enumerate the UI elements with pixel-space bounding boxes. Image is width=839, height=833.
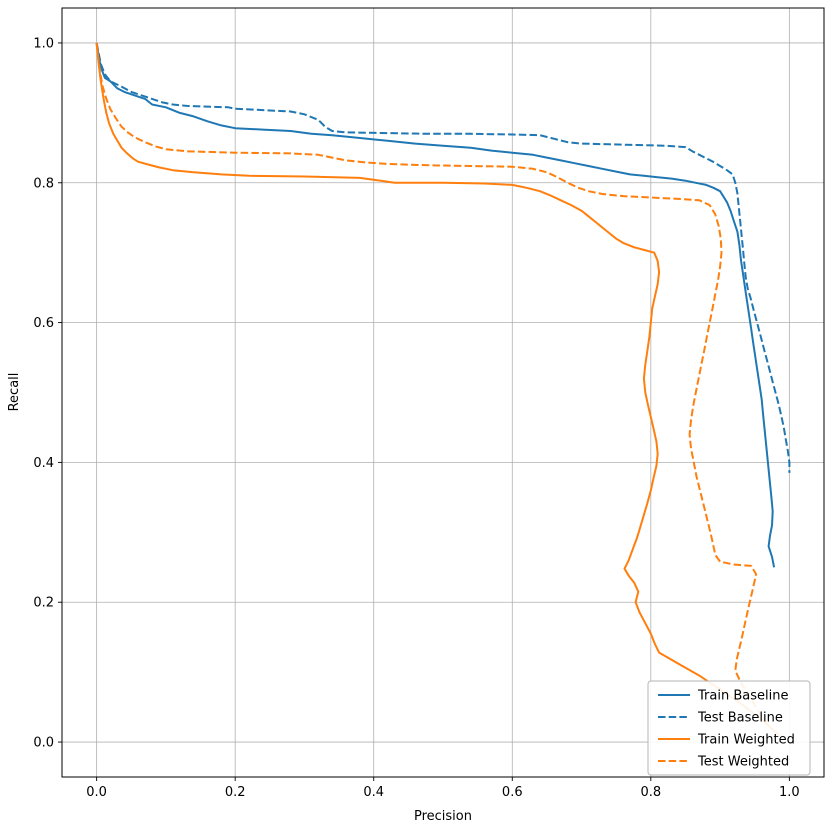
legend-label: Train Baseline (697, 689, 788, 704)
y-tick-label: 1.0 (33, 36, 54, 51)
plot-border (61, 7, 825, 778)
x-axis-label: Precision (414, 809, 472, 824)
legend-label: Train Weighted (697, 733, 795, 748)
x-tick-label: 0.4 (363, 785, 384, 800)
x-tick-label: 0.8 (640, 785, 661, 800)
x-tick-label: 1.0 (779, 785, 800, 800)
grid (62, 8, 824, 777)
legend-box (647, 680, 811, 776)
legend-label: Test Weighted (697, 755, 789, 770)
series-line-train-weighted (95, 42, 780, 736)
y-tick-label: 0.2 (33, 596, 54, 611)
axis-ticks: 0.0 0.2 0.4 0.6 0.8 1.0 0.0 0.2 0.4 0.6 0.8 1.0 (33, 36, 799, 800)
x-tick-label: 0.6 (502, 785, 523, 800)
y-tick-label: 0.6 (33, 316, 54, 331)
y-axis-label: Recall (7, 373, 22, 412)
legend: Train Baseline Test Baseline Train Weighte… (647, 680, 811, 776)
y-tick-label: 0.8 (33, 176, 54, 191)
series-lines (95, 42, 791, 736)
x-tick-label: 0.2 (225, 785, 246, 800)
x-tick-label: 0.0 (86, 785, 107, 800)
legend-label: Test Baseline (697, 711, 783, 726)
series-line-test-baseline (95, 42, 791, 473)
y-tick-label: 0.0 (33, 736, 54, 751)
series-line-test-weighted (95, 42, 769, 726)
series-line-train-baseline (95, 42, 776, 568)
y-tick-label: 0.4 (33, 456, 54, 471)
